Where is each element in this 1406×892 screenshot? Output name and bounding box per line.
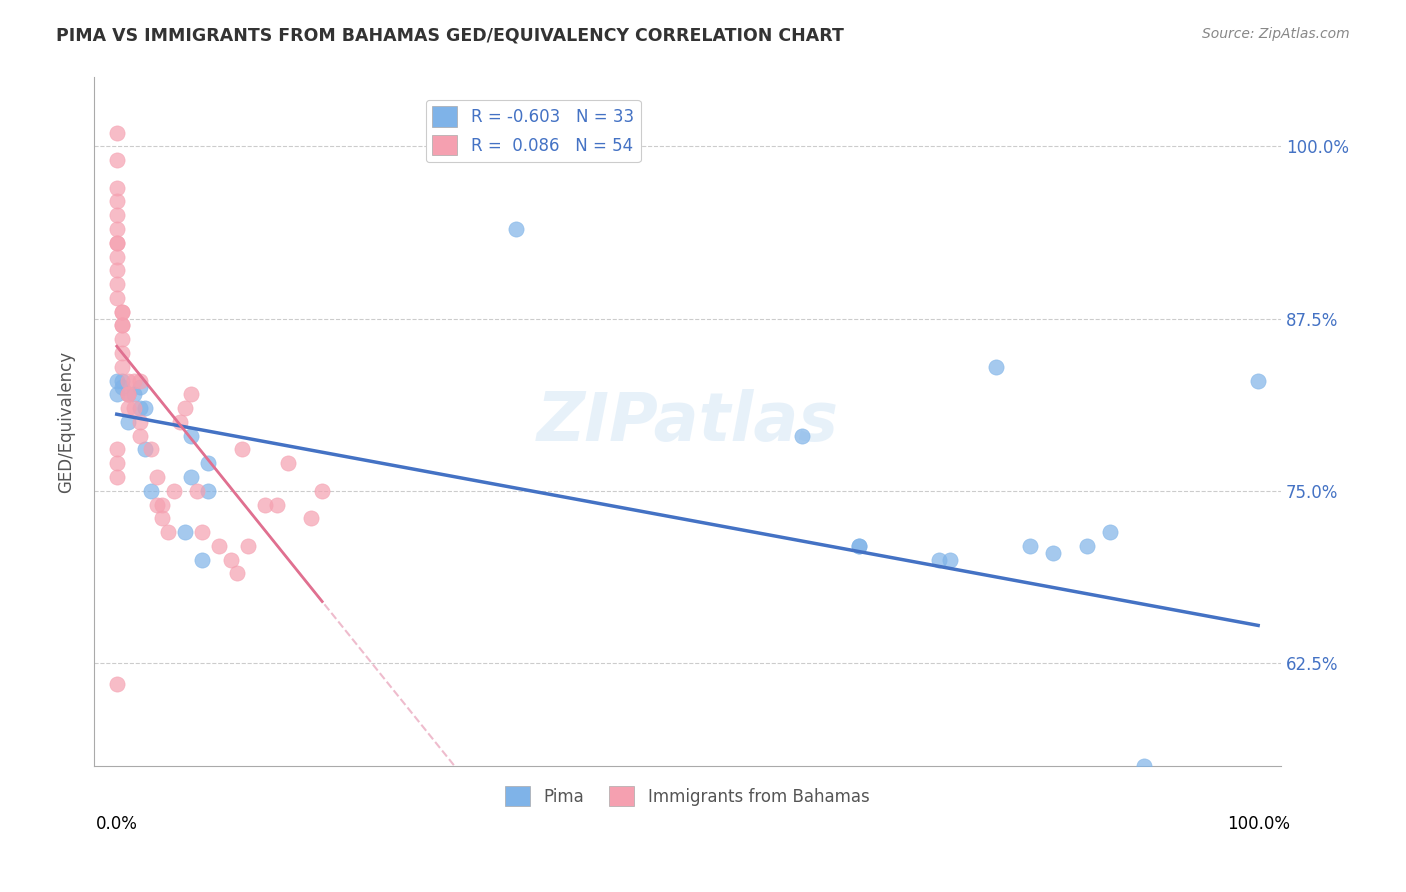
Point xyxy=(128,374,150,388)
Point xyxy=(191,525,214,540)
Point xyxy=(117,387,139,401)
Point xyxy=(105,126,128,140)
Point xyxy=(157,525,180,540)
Point xyxy=(117,401,139,416)
Point xyxy=(105,263,128,277)
Point xyxy=(105,153,128,167)
Point xyxy=(225,566,247,581)
Point xyxy=(105,222,128,236)
Point xyxy=(145,498,167,512)
Point xyxy=(111,359,134,374)
Point xyxy=(311,483,333,498)
Point xyxy=(111,374,134,388)
Point xyxy=(139,483,162,498)
Point xyxy=(122,374,145,388)
Point xyxy=(208,539,231,553)
Point xyxy=(111,332,134,346)
Point xyxy=(180,428,202,442)
Point xyxy=(1133,759,1156,773)
Point xyxy=(128,401,150,416)
Text: 100.0%: 100.0% xyxy=(1226,814,1289,832)
Point xyxy=(174,401,197,416)
Point xyxy=(1042,546,1064,560)
Point xyxy=(984,359,1007,374)
Point xyxy=(111,318,134,333)
Text: 0.0%: 0.0% xyxy=(96,814,138,832)
Point xyxy=(790,428,813,442)
Point xyxy=(174,525,197,540)
Point xyxy=(169,415,191,429)
Point xyxy=(105,235,128,250)
Point xyxy=(105,374,128,388)
Point xyxy=(105,291,128,305)
Point xyxy=(105,676,128,690)
Point xyxy=(128,415,150,429)
Point xyxy=(105,277,128,292)
Point xyxy=(105,194,128,209)
Point xyxy=(111,346,134,360)
Point xyxy=(180,387,202,401)
Point xyxy=(152,498,174,512)
Point xyxy=(254,498,277,512)
Point xyxy=(117,387,139,401)
Point xyxy=(231,442,253,457)
Point xyxy=(105,442,128,457)
Point xyxy=(1076,539,1098,553)
Point xyxy=(848,539,870,553)
Text: Source: ZipAtlas.com: Source: ZipAtlas.com xyxy=(1202,27,1350,41)
Point xyxy=(928,552,950,566)
Point xyxy=(277,456,299,470)
Point xyxy=(122,387,145,401)
Point xyxy=(111,318,134,333)
Point xyxy=(505,222,527,236)
Point xyxy=(1247,374,1270,388)
Point xyxy=(111,304,134,318)
Point xyxy=(105,387,128,401)
Point xyxy=(111,304,134,318)
Point xyxy=(128,428,150,442)
Point xyxy=(145,470,167,484)
Text: ZIPatlas: ZIPatlas xyxy=(537,389,838,455)
Point xyxy=(134,401,156,416)
Y-axis label: GED/Equivalency: GED/Equivalency xyxy=(58,351,75,493)
Point xyxy=(111,380,134,394)
Point xyxy=(186,483,208,498)
Point xyxy=(105,250,128,264)
Point xyxy=(1018,539,1040,553)
Point xyxy=(191,552,214,566)
Point xyxy=(105,235,128,250)
Point xyxy=(105,456,128,470)
Point xyxy=(117,374,139,388)
Legend: R = -0.603   N = 33, R =  0.086   N = 54: R = -0.603 N = 33, R = 0.086 N = 54 xyxy=(426,100,641,161)
Point xyxy=(117,387,139,401)
Point xyxy=(105,180,128,194)
Point xyxy=(122,401,145,416)
Point xyxy=(299,511,322,525)
Point xyxy=(128,380,150,394)
Point xyxy=(180,470,202,484)
Point xyxy=(105,470,128,484)
Point xyxy=(197,483,219,498)
Text: PIMA VS IMMIGRANTS FROM BAHAMAS GED/EQUIVALENCY CORRELATION CHART: PIMA VS IMMIGRANTS FROM BAHAMAS GED/EQUI… xyxy=(56,27,844,45)
Point xyxy=(134,442,156,457)
Point xyxy=(197,456,219,470)
Point xyxy=(139,442,162,457)
Point xyxy=(163,483,186,498)
Point xyxy=(219,552,242,566)
Point xyxy=(152,511,174,525)
Point xyxy=(117,415,139,429)
Point xyxy=(848,539,870,553)
Point xyxy=(939,552,962,566)
Point xyxy=(266,498,288,512)
Point xyxy=(1098,525,1121,540)
Point xyxy=(105,208,128,222)
Point xyxy=(236,539,259,553)
